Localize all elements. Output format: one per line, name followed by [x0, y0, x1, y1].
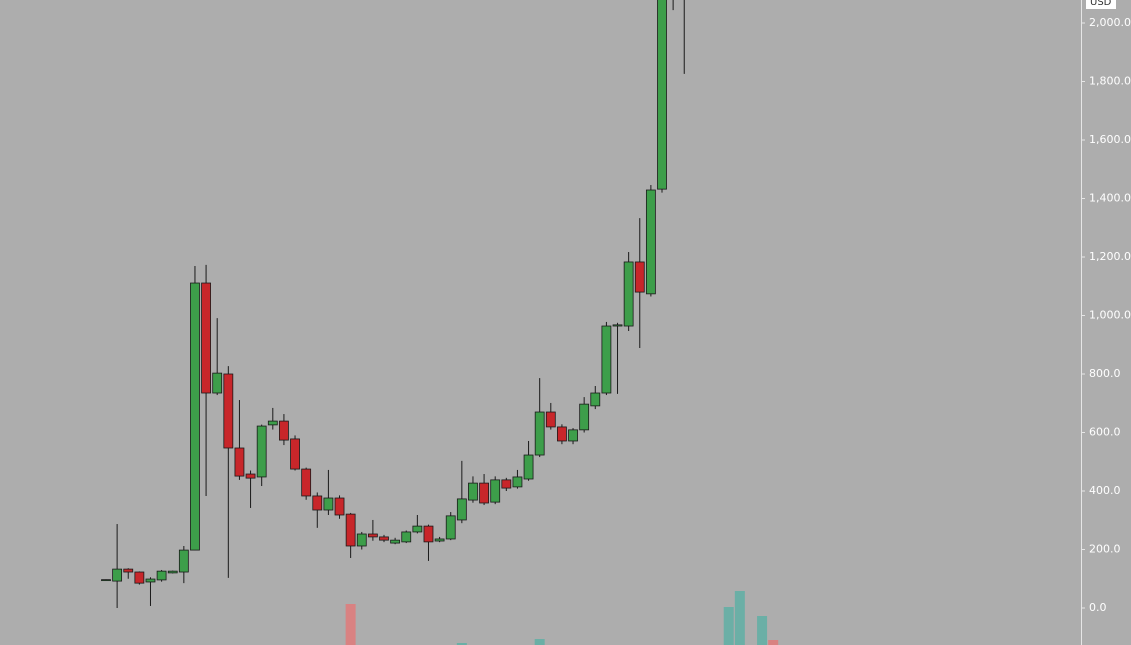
candle-body: [212, 372, 223, 394]
candle-body: [579, 403, 590, 431]
candle-body: [367, 533, 378, 538]
candle-body: [468, 482, 478, 501]
candle-body: [490, 479, 501, 503]
candle-body: [390, 539, 401, 544]
candle-body: [356, 533, 367, 547]
candle-body: [312, 495, 323, 511]
candle-body: [623, 261, 634, 327]
candle-body: [301, 468, 312, 497]
candle-body: [612, 324, 623, 327]
volume-bar: [768, 640, 779, 645]
candle-body: [557, 426, 567, 442]
candle-body: [345, 513, 356, 547]
candle-body: [523, 454, 534, 480]
candle-body: [156, 570, 167, 581]
candle-body: [423, 525, 434, 543]
candle-body: [645, 189, 656, 295]
candle-body: [190, 282, 200, 551]
axis-label-box: [1086, 0, 1116, 9]
candle-body: [134, 571, 145, 584]
candle-body: [201, 282, 211, 394]
candle-body: [657, 0, 667, 190]
y-tick-label: 1,200.0: [1089, 250, 1131, 263]
candle-body: [223, 373, 234, 449]
candle-body: [634, 261, 645, 293]
volume-bar: [757, 616, 768, 645]
y-tick-label: 600.0: [1089, 425, 1121, 438]
volume-bar: [723, 607, 734, 645]
candle-body: [601, 325, 612, 394]
candle-body: [123, 568, 134, 573]
candle-body: [401, 531, 412, 543]
candle-body: [445, 515, 456, 540]
y-tick-label: 1,400.0: [1089, 191, 1131, 204]
y-tick-label: 1,000.0: [1089, 308, 1131, 321]
candle-body: [456, 498, 467, 521]
candle-body: [101, 579, 111, 582]
candle-body: [256, 425, 267, 478]
volume-bar: [456, 643, 467, 645]
candle-body: [178, 549, 189, 573]
candle-body: [434, 538, 445, 542]
candle-body: [145, 578, 156, 583]
candle-body: [267, 420, 278, 426]
y-tick-label: 0.0: [1089, 601, 1107, 614]
candle-body: [568, 429, 578, 442]
candle-body: [334, 497, 345, 516]
candle-body: [590, 392, 601, 407]
candle-body: [167, 570, 178, 574]
candle-body: [279, 420, 289, 441]
candle-body: [379, 536, 389, 541]
candle-body: [501, 479, 512, 489]
candle-body: [245, 473, 256, 479]
volume-bar: [734, 591, 745, 645]
candle-body: [545, 411, 556, 428]
candle-body: [290, 438, 300, 470]
y-tick-label: 800.0: [1089, 367, 1121, 380]
y-tick-label: 1,600.0: [1089, 133, 1131, 146]
candle-body: [323, 497, 334, 511]
candle-body: [479, 482, 489, 504]
candle-body: [112, 568, 123, 582]
y-tick-label: 400.0: [1089, 484, 1121, 497]
candle-body: [512, 476, 523, 488]
price-axis-panel: [1082, 0, 1131, 645]
volume-bar: [534, 639, 545, 645]
candle-body: [412, 525, 423, 533]
axis-label: USD: [1090, 0, 1112, 8]
y-tick-label: 1,800.0: [1089, 74, 1131, 87]
volume-bar: [345, 604, 356, 645]
y-tick-label: 2,000.0: [1089, 16, 1131, 29]
candle-body: [534, 411, 545, 456]
candle-body: [234, 447, 245, 477]
y-tick-label: 200.0: [1089, 542, 1121, 555]
